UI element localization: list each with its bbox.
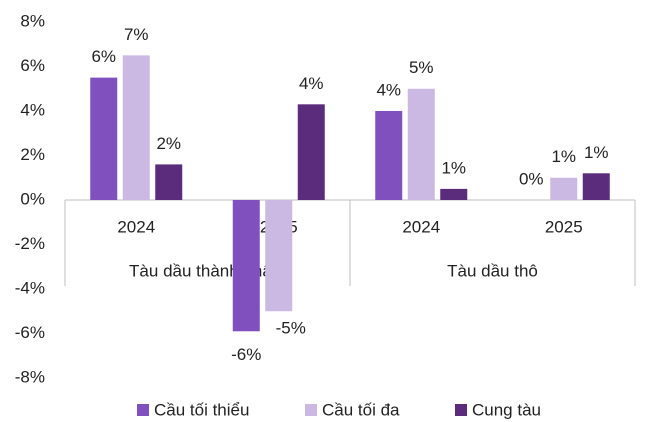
- legend-swatch: [305, 404, 317, 416]
- bar: [582, 173, 610, 200]
- data-label: 7%: [124, 25, 149, 44]
- data-label: -6%: [231, 345, 261, 364]
- y-tick-label: -8%: [15, 367, 45, 386]
- bar: [265, 200, 293, 312]
- bar: [550, 177, 578, 200]
- bar: [440, 188, 468, 200]
- x-tick-label: 2025: [545, 217, 583, 236]
- legend-swatch: [455, 404, 467, 416]
- legend-swatch: [137, 404, 149, 416]
- bar: [122, 55, 150, 200]
- y-tick-label: 8%: [20, 11, 45, 30]
- y-tick-label: 2%: [20, 145, 45, 164]
- data-label: 1%: [441, 158, 466, 177]
- x-tick-label: 2024: [117, 217, 155, 236]
- data-label: -5%: [276, 319, 306, 338]
- x-tick-label: 2024: [402, 217, 440, 236]
- y-tick-label: 4%: [20, 100, 45, 119]
- data-label: 4%: [299, 74, 324, 93]
- data-label: 6%: [91, 47, 116, 66]
- data-label: 5%: [409, 58, 434, 77]
- y-tick-label: 6%: [20, 56, 45, 75]
- bar: [375, 111, 403, 200]
- y-tick-label: -4%: [15, 278, 45, 297]
- group-label: Tàu dầu thô: [447, 261, 538, 280]
- data-label: 4%: [376, 80, 401, 99]
- group-label: Tàu dầu thành phẩm: [129, 261, 286, 280]
- legend-label: Cầu tối đa: [322, 400, 400, 419]
- y-tick-label: -6%: [15, 323, 45, 342]
- bar: [407, 88, 435, 200]
- data-label: 0%: [519, 169, 544, 188]
- y-tick-label: -2%: [15, 234, 45, 253]
- legend-label: Cầu tối thiểu: [154, 400, 249, 419]
- legend-label: Cung tàu: [472, 400, 541, 419]
- y-tick-label: 0%: [20, 189, 45, 208]
- bar: [90, 77, 118, 200]
- data-label: 1%: [551, 147, 576, 166]
- data-label: 2%: [156, 134, 181, 153]
- bar: [232, 200, 260, 332]
- data-label: 1%: [584, 143, 609, 162]
- bar: [155, 164, 183, 200]
- bar: [297, 104, 325, 200]
